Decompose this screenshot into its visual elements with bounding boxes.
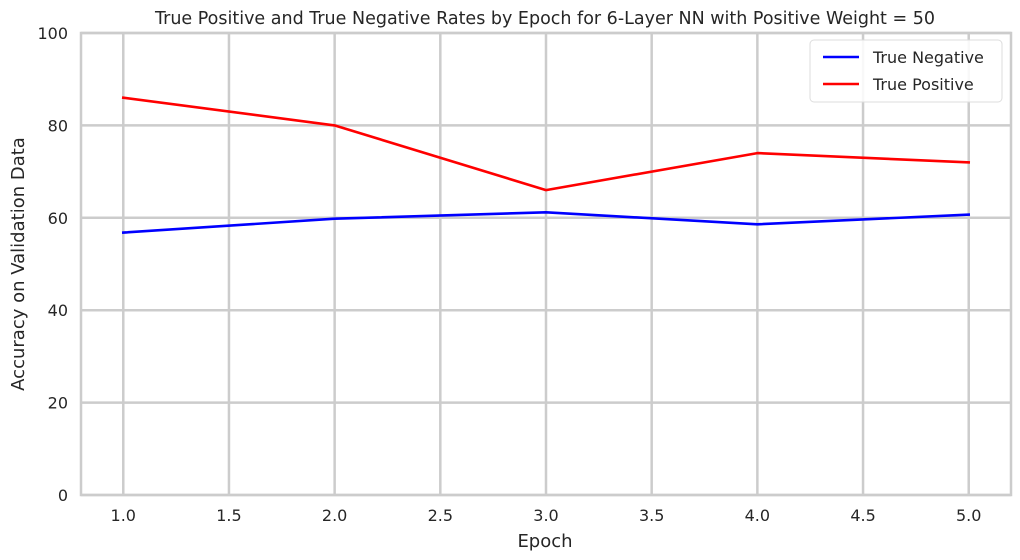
y-tick-label: 60 — [48, 209, 68, 228]
x-tick-label: 2.0 — [322, 506, 347, 525]
legend-label: True Negative — [872, 48, 984, 67]
x-tick-label: 5.0 — [956, 506, 981, 525]
tick-labels: 1.0 1.5 2.0 2.5 3.0 3.5 4.0 4.5 5.0 0 20 40 60 80 100 — [37, 24, 981, 525]
x-tick-label: 4.0 — [745, 506, 770, 525]
y-axis-label: Accuracy on Validation Data — [8, 137, 29, 391]
y-tick-label: 40 — [48, 301, 68, 320]
x-tick-label: 1.5 — [216, 506, 241, 525]
series-lines — [121, 96, 971, 234]
x-tick-label: 2.5 — [428, 506, 453, 525]
legend-box — [809, 39, 1003, 103]
y-tick-label: 80 — [48, 116, 68, 135]
x-tick-label: 1.0 — [111, 506, 136, 525]
plot-frame — [79, 31, 1013, 497]
y-tick-label: 100 — [37, 24, 68, 43]
legend-label: True Positive — [872, 75, 974, 94]
y-tick-label: 0 — [58, 486, 68, 505]
legend: True Negative True Positive — [809, 39, 1003, 103]
y-tick-label: 20 — [48, 394, 68, 413]
x-tick-label: 4.5 — [850, 506, 875, 525]
x-axis-label: Epoch — [517, 531, 572, 552]
axes — [79, 31, 1013, 497]
x-tick-label: 3.0 — [533, 506, 558, 525]
chart-title: True Positive and True Negative Rates by… — [154, 9, 935, 29]
x-tick-label: 3.5 — [639, 506, 664, 525]
